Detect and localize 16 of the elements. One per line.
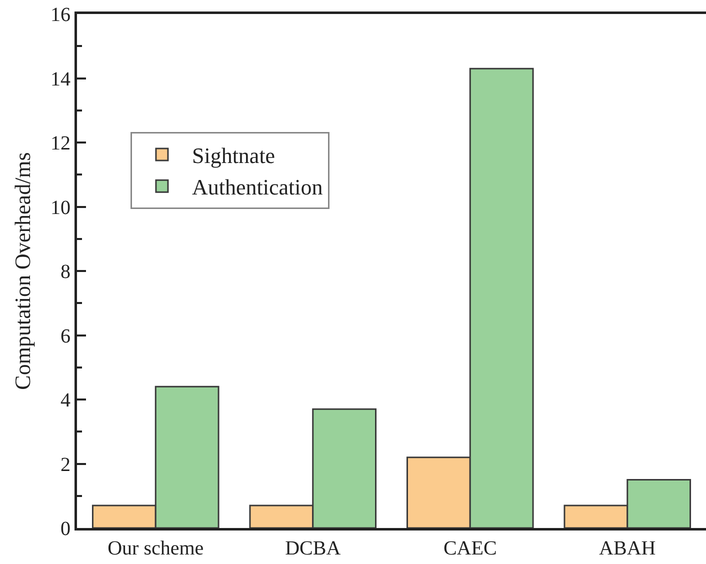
y-tick-label: 4 xyxy=(60,390,70,412)
y-tick-label: 2 xyxy=(60,454,70,476)
y-axis-title: Computation Overhead/ms xyxy=(10,152,36,390)
y-tick-label: 14 xyxy=(50,68,70,90)
x-tick-label: CAEC xyxy=(443,538,497,560)
y-tick-label: 8 xyxy=(60,261,70,283)
legend-label: Sightnate xyxy=(192,143,276,168)
y-tick-label: 0 xyxy=(60,518,70,540)
y-tick-label: 12 xyxy=(50,132,70,154)
x-tick-label: Our scheme xyxy=(108,538,204,560)
y-tick-label: 16 xyxy=(50,4,70,26)
y-tick-label: 10 xyxy=(50,196,70,219)
x-tick-label: DCBA xyxy=(285,538,342,560)
y-tick-label: 6 xyxy=(60,325,70,348)
x-tick-label: ABAH xyxy=(599,538,656,560)
legend-label: Authentication xyxy=(192,174,323,200)
